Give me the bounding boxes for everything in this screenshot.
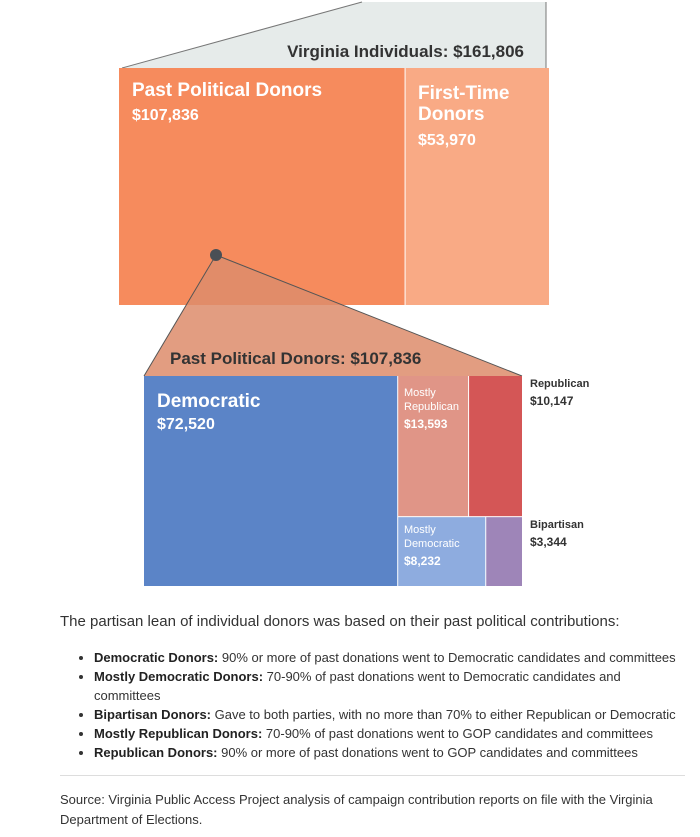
definition-text: 90% or more of past donations went to De… [218, 650, 676, 665]
source-divider [60, 775, 685, 776]
top-zoom-funnel [122, 2, 546, 68]
definition-item: Republican Donors: 90% or more of past d… [94, 743, 685, 762]
mostly-republican-value-label: $13,593 [404, 417, 448, 431]
past-political-donors-cell [119, 68, 405, 305]
past-donors-name-label: Past Political Donors [132, 80, 322, 101]
bipartisan-cell [486, 517, 522, 586]
donor-definitions-list: Democratic Donors: 90% or more of past d… [60, 648, 685, 762]
definition-term: Mostly Democratic Donors: [94, 669, 264, 684]
first-time-value-label: $53,970 [418, 132, 476, 149]
mostly-republican-cell [398, 376, 469, 517]
past-donors-value-label: $107,836 [132, 107, 199, 124]
definition-item: Mostly Democratic Donors: 70-90% of past… [94, 667, 685, 705]
methodology-notes: The partisan lean of individual donors w… [60, 612, 685, 762]
first-time-name-line2: Donors [418, 104, 485, 125]
top-chart-title: Virginia Individuals: $161,806 [287, 42, 524, 61]
definition-text: Gave to both parties, with no more than … [211, 707, 676, 722]
definition-text: 70-90% of past donations went to Democra… [94, 669, 621, 703]
definition-item: Democratic Donors: 90% or more of past d… [94, 648, 685, 667]
zoom-anchor-dot [210, 249, 222, 261]
bipartisan-value-label: $3,344 [530, 535, 567, 549]
donor-treemap-chart: Virginia Individuals: $161,806 Past Poli… [119, 1, 590, 586]
bottom-chart-title: Past Political Donors: $107,836 [170, 349, 421, 368]
bipartisan-name-label: Bipartisan [530, 519, 584, 531]
democratic-value-label: $72,520 [157, 416, 215, 433]
definition-item: Bipartisan Donors: Gave to both parties,… [94, 705, 685, 724]
mostly-democratic-name-line2: Democratic [404, 538, 460, 550]
mostly-democratic-cell [398, 517, 486, 586]
definition-text: 70-90% of past donations went to GOP can… [262, 726, 654, 741]
republican-cell [469, 376, 522, 517]
republican-value-label: $10,147 [530, 394, 574, 408]
top-funnel-left-edge [121, 1, 363, 69]
democratic-name-label: Democratic [157, 391, 261, 412]
definition-term: Democratic Donors: [94, 650, 219, 665]
mostly-democratic-name-line1: Mostly [404, 524, 436, 536]
source-note: Source: Virginia Public Access Project a… [60, 792, 653, 827]
first-time-name-line1: First-Time [418, 83, 510, 104]
definition-term: Republican Donors: [94, 745, 218, 760]
first-time-donors-cell [405, 68, 549, 305]
mostly-republican-name-line1: Mostly [404, 387, 436, 399]
bottom-funnel-left-edge [143, 254, 217, 377]
definition-text: 90% or more of past donations went to GO… [217, 745, 638, 760]
mostly-republican-name-line2: Republican [404, 401, 459, 413]
republican-name-label: Republican [530, 378, 590, 390]
bottom-funnel-right-edge [215, 254, 523, 377]
democratic-cell [144, 376, 398, 586]
notes-intro: The partisan lean of individual donors w… [60, 613, 620, 630]
definition-term: Bipartisan Donors: [94, 707, 212, 722]
definition-term: Mostly Republican Donors: [94, 726, 263, 741]
mostly-democratic-value-label: $8,232 [404, 554, 441, 568]
definition-item: Mostly Republican Donors: 70-90% of past… [94, 724, 685, 743]
bottom-zoom-funnel [144, 255, 522, 376]
